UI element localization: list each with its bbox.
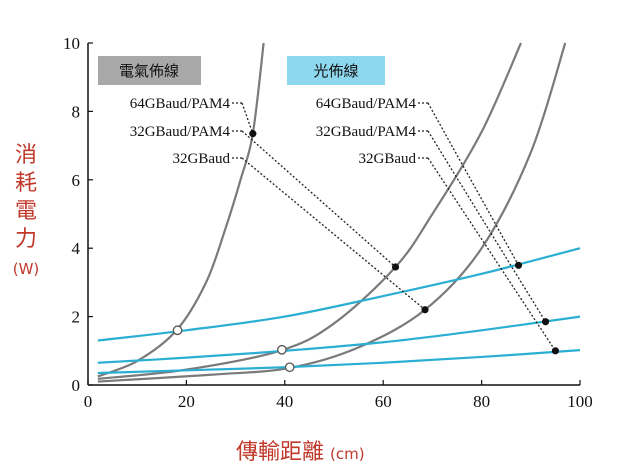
x-tick-label: 20 [178,392,195,411]
optical-label-32gbaud: 32GBaud [359,151,417,167]
optical-group-title: 光佈線 [313,62,358,80]
series-curves [97,42,581,383]
electrical-curve-2 [97,42,522,380]
marked-point [249,130,257,138]
y-tick-label: 4 [72,239,81,258]
y-tick-label: 8 [72,102,81,121]
x-tick-label: 0 [84,392,93,411]
y-tick-label: 10 [63,34,80,53]
optical-group-box [287,56,385,85]
y-axis-title-char-2: 耗 [15,171,37,196]
y-axis-unit: (W) [13,260,40,278]
y-tick-label: 0 [72,376,81,395]
tick-labels: 0 20 40 60 80 100 0 2 4 6 8 10 [63,34,593,411]
x-tick-label: 80 [473,392,490,411]
leader-line [427,130,547,323]
y-tick-label: 6 [72,171,81,190]
leader-line [241,102,254,134]
x-axis-title: 傳輸距離 [236,440,324,465]
electrical-curve-3 [97,42,567,383]
leader-line [427,157,556,352]
electrical-curve-1 [97,42,265,378]
optical-curve-2 [97,315,581,364]
axes [87,42,581,386]
y-axis-title-char-4: 力 [15,227,37,252]
data-points [172,130,560,373]
y-tick-label: 2 [72,308,81,327]
crossing-point [284,362,295,373]
y-axis-title-char-3: 電 [15,199,37,224]
electrical-group-box [98,56,201,85]
marked-point [391,263,400,271]
x-tick-label: 60 [375,392,392,411]
leader-lines [232,102,556,352]
crossing-point [172,325,183,336]
optical-label-64gbaud-pam4: 64GBaud/PAM4 [316,96,417,112]
marked-point [541,318,550,326]
optical-label-32gbaud-pam4: 32GBaud/PAM4 [316,124,417,140]
leader-line [241,157,426,311]
x-axis-unit: (cm) [330,445,365,463]
x-tick-label: 100 [567,392,593,411]
y-axis-title-char-1: 消 [15,143,37,168]
electrical-group-title: 電氣佈線 [119,62,179,80]
crossing-point [276,344,287,355]
marked-point [514,261,523,269]
electrical-label-32gbaud-pam4: 32GBaud/PAM4 [130,124,231,140]
electrical-label-32gbaud: 32GBaud [173,151,231,167]
electrical-label-64gbaud-pam4: 64GBaud/PAM4 [130,96,231,112]
marked-point [421,306,429,314]
x-tick-label: 40 [276,392,293,411]
optical-curve-3 [97,349,581,375]
marked-point [551,347,560,355]
leader-line [427,102,520,266]
